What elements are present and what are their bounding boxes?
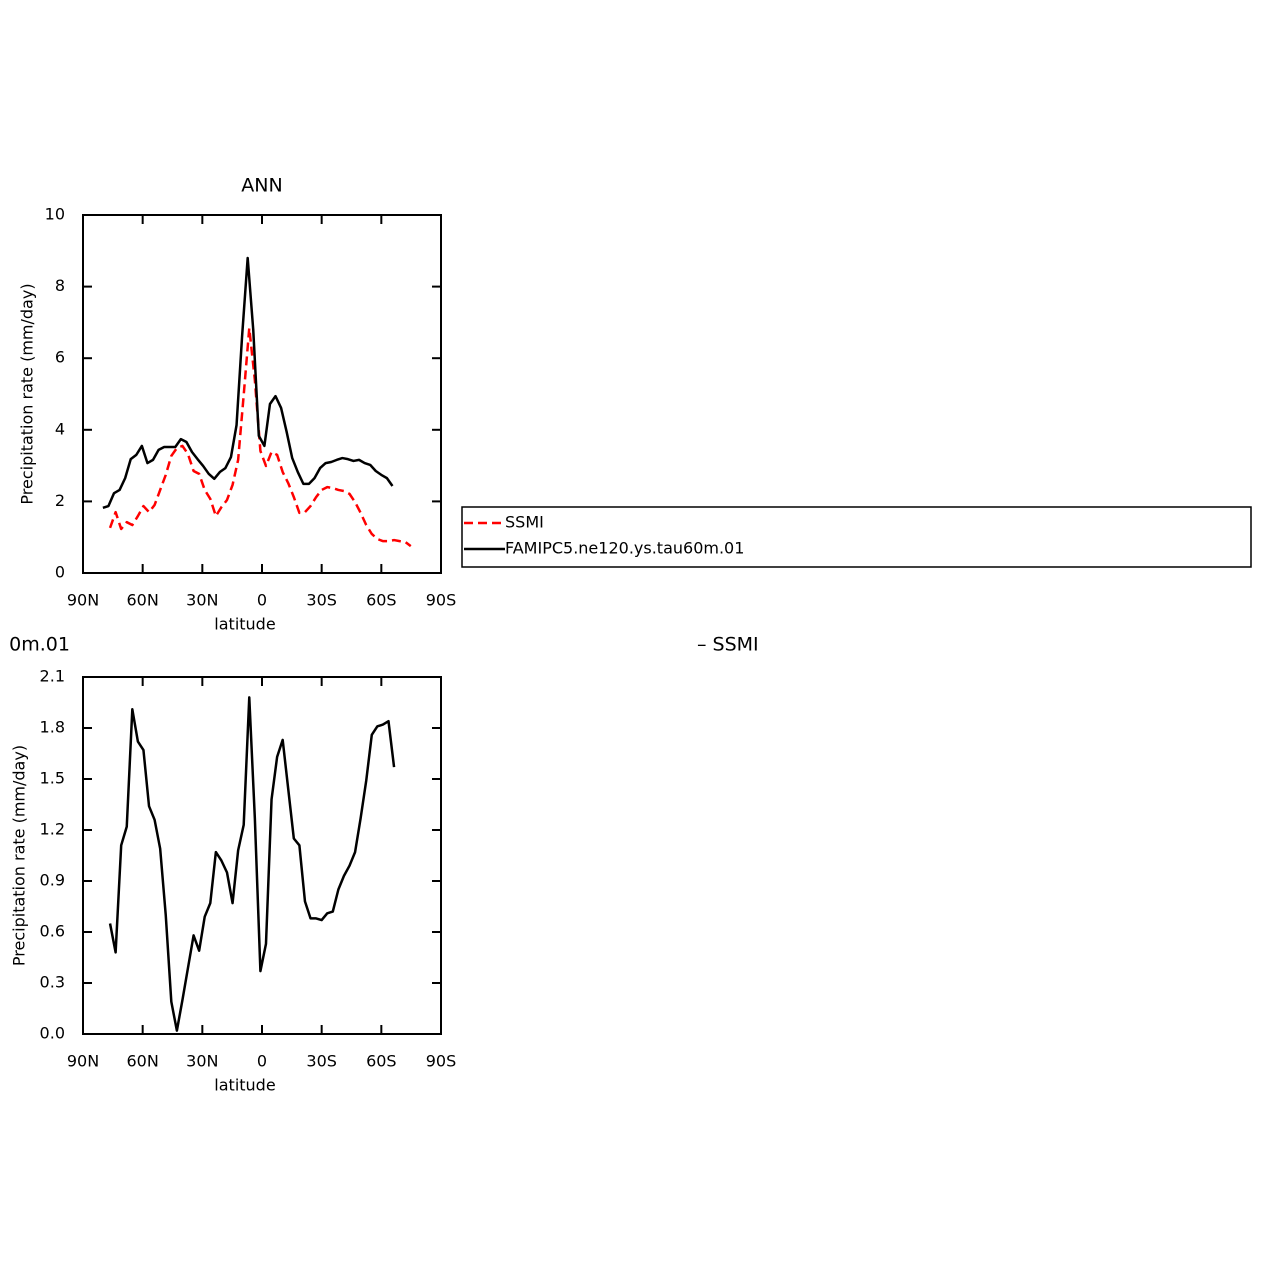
chart-title: 0m.01 bbox=[9, 634, 70, 656]
x-tick-label: 90N bbox=[67, 591, 99, 610]
x-tick-label: 90N bbox=[67, 1052, 99, 1071]
x-tick-label: 60N bbox=[127, 591, 159, 610]
x-tick-label: 90S bbox=[426, 591, 457, 610]
y-tick-label: 2.1 bbox=[40, 667, 65, 686]
legend-label: SSMI bbox=[505, 513, 544, 532]
x-tick-label: 0 bbox=[257, 1052, 267, 1071]
x-tick-label: 0 bbox=[257, 591, 267, 610]
data-line bbox=[108, 326, 412, 548]
y-tick-label: 4 bbox=[55, 419, 65, 438]
y-tick-label: 10 bbox=[45, 205, 65, 224]
data-line bbox=[108, 696, 396, 1032]
y-tick-label: 0.3 bbox=[40, 973, 65, 992]
x-tick-label: 30S bbox=[306, 1052, 337, 1071]
y-tick-label: 0 bbox=[55, 563, 65, 582]
y-tick-label: 1.2 bbox=[40, 820, 65, 839]
x-tick-label: 30N bbox=[186, 1052, 218, 1071]
y-axis-label: Precipitation rate (mm/day) bbox=[18, 283, 37, 504]
x-tick-label: 60N bbox=[127, 1052, 159, 1071]
chart-title: ANN bbox=[241, 175, 282, 197]
x-tick-label: 60S bbox=[366, 591, 397, 610]
y-tick-label: 0.9 bbox=[40, 871, 65, 890]
legend-box bbox=[461, 506, 1252, 568]
x-tick-label: 60S bbox=[366, 1052, 397, 1071]
x-tick-label: 30N bbox=[186, 591, 218, 610]
legend-label: FAMIPC5.ne120.ys.tau60m.01 bbox=[505, 539, 744, 558]
y-tick-label: 2 bbox=[55, 491, 65, 510]
y-tick-label: 1.5 bbox=[40, 769, 65, 788]
x-tick-label: 30S bbox=[306, 591, 337, 610]
x-axis-label: latitude bbox=[214, 615, 275, 634]
data-line bbox=[102, 256, 394, 510]
x-axis-label: latitude bbox=[214, 1076, 275, 1095]
y-tick-label: 0.6 bbox=[40, 922, 65, 941]
y-tick-label: 8 bbox=[55, 276, 65, 295]
y-axis-label: Precipitation rate (mm/day) bbox=[10, 745, 29, 966]
annotation: – SSMI bbox=[697, 634, 759, 656]
y-tick-label: 0.0 bbox=[40, 1024, 65, 1043]
x-tick-label: 90S bbox=[426, 1052, 457, 1071]
y-tick-label: 6 bbox=[55, 348, 65, 367]
y-tick-label: 1.8 bbox=[40, 718, 65, 737]
